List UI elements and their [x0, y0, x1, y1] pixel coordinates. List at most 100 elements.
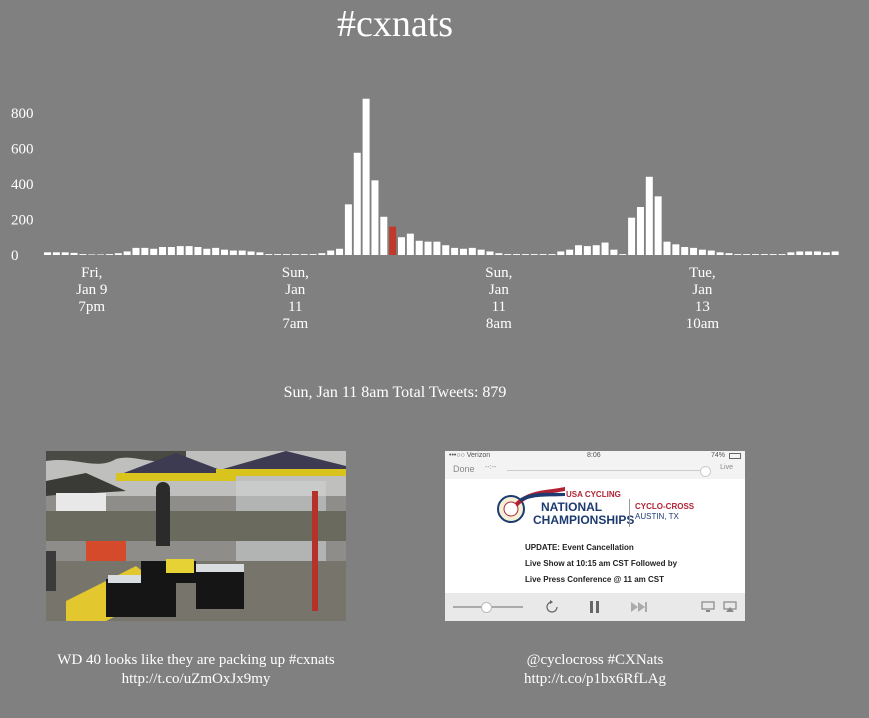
bar[interactable]	[663, 241, 671, 255]
tweet-caption-2: @cyclocross #CXNats http://t.co/p1bx6RfL…	[395, 651, 795, 689]
bar[interactable]	[477, 249, 485, 255]
tweet-1-link[interactable]: http://t.co/uZmOxJx9my	[121, 671, 271, 687]
bar[interactable]	[468, 247, 476, 255]
bar[interactable]	[734, 254, 742, 255]
bar[interactable]	[380, 216, 388, 255]
bar[interactable]	[592, 245, 600, 255]
bar[interactable]	[654, 196, 662, 255]
bar[interactable]	[513, 254, 521, 255]
bar[interactable]	[44, 252, 51, 255]
bar[interactable]	[743, 254, 751, 255]
bar[interactable]	[424, 241, 432, 255]
bar[interactable]	[451, 247, 459, 255]
bar[interactable]	[628, 217, 636, 255]
bar[interactable]	[52, 252, 60, 255]
bar[interactable]	[300, 254, 308, 255]
bar[interactable]	[406, 233, 414, 255]
bar[interactable]	[530, 254, 538, 255]
bar[interactable]	[159, 247, 167, 255]
bar[interactable]	[760, 254, 768, 255]
bar[interactable]	[97, 254, 105, 255]
bar[interactable]	[353, 152, 361, 255]
bar[interactable]	[114, 253, 122, 255]
bar[interactable]	[433, 241, 441, 255]
bar[interactable]	[681, 247, 689, 255]
bar[interactable]	[247, 251, 255, 255]
bar[interactable]	[822, 252, 830, 255]
bar[interactable]	[265, 254, 273, 255]
bar[interactable]	[442, 245, 450, 255]
bar[interactable]	[610, 249, 618, 255]
bar[interactable]	[79, 254, 87, 255]
bar[interactable]	[203, 248, 211, 255]
bar[interactable]	[150, 248, 158, 255]
bar[interactable]	[105, 254, 113, 255]
x-tick-label-line: Fri,	[81, 265, 102, 281]
bar[interactable]	[327, 250, 335, 255]
bar[interactable]	[221, 249, 228, 255]
bar[interactable]	[88, 254, 96, 255]
x-tick-label: Fri, Jan 9 7pm	[76, 265, 107, 315]
bar[interactable]	[229, 250, 237, 255]
bar[interactable]	[831, 251, 839, 255]
bar[interactable]	[344, 204, 352, 255]
bar[interactable]	[486, 251, 494, 255]
bar[interactable]	[752, 254, 759, 255]
bar[interactable]	[575, 245, 582, 255]
bar[interactable]	[725, 253, 733, 255]
bar-highlighted[interactable]	[389, 226, 397, 255]
bar[interactable]	[583, 246, 591, 255]
bar[interactable]	[141, 247, 149, 255]
bar[interactable]	[194, 247, 202, 255]
bar[interactable]	[504, 254, 512, 255]
bar[interactable]	[796, 251, 804, 255]
bar[interactable]	[521, 254, 529, 255]
bar[interactable]	[123, 251, 131, 255]
bar[interactable]	[495, 253, 503, 255]
bar[interactable]	[185, 246, 193, 255]
bar[interactable]	[336, 248, 344, 255]
bar[interactable]	[398, 237, 405, 255]
bar[interactable]	[716, 252, 724, 255]
bar[interactable]	[176, 246, 184, 255]
tweet-photo-wd40[interactable]	[46, 451, 346, 621]
bar[interactable]	[636, 207, 644, 255]
bar[interactable]	[619, 254, 627, 255]
bar[interactable]	[769, 254, 777, 255]
bar[interactable]	[61, 252, 69, 255]
bar[interactable]	[539, 254, 547, 255]
bar[interactable]	[805, 251, 813, 255]
x-tick-label: Sun, Jan 11 7am	[282, 265, 309, 332]
bar[interactable]	[318, 253, 326, 255]
bar[interactable]	[282, 254, 290, 255]
bar[interactable]	[274, 254, 282, 255]
bar[interactable]	[415, 240, 423, 255]
bar[interactable]	[698, 249, 706, 255]
bar[interactable]	[291, 254, 299, 255]
bar[interactable]	[557, 251, 565, 255]
tweet-2-link[interactable]: http://t.co/p1bx6RfLAg	[523, 671, 667, 687]
bar[interactable]	[212, 247, 220, 255]
bar[interactable]	[459, 248, 467, 255]
bar[interactable]	[601, 242, 609, 255]
x-tick-label-line: 7pm	[78, 299, 105, 315]
bar[interactable]	[238, 250, 246, 255]
bar[interactable]	[813, 251, 821, 255]
bar[interactable]	[645, 176, 653, 255]
bar[interactable]	[167, 247, 175, 255]
bar[interactable]	[672, 244, 680, 255]
bar[interactable]	[778, 254, 786, 255]
bar[interactable]	[371, 180, 379, 255]
bar[interactable]	[566, 249, 574, 255]
bar[interactable]	[548, 254, 556, 255]
bar[interactable]	[362, 98, 370, 255]
bar[interactable]	[256, 252, 264, 255]
bar[interactable]	[309, 254, 317, 255]
bar[interactable]	[132, 247, 140, 255]
bar[interactable]	[690, 247, 698, 255]
bar[interactable]	[70, 252, 78, 255]
bar[interactable]	[787, 252, 795, 255]
airplay-icon	[723, 601, 737, 612]
tweet-photo-cxnats-announcement[interactable]: •••○○ Verizon 8:06 74% Done --:-- Live U…	[445, 451, 745, 621]
bar[interactable]	[707, 250, 715, 255]
